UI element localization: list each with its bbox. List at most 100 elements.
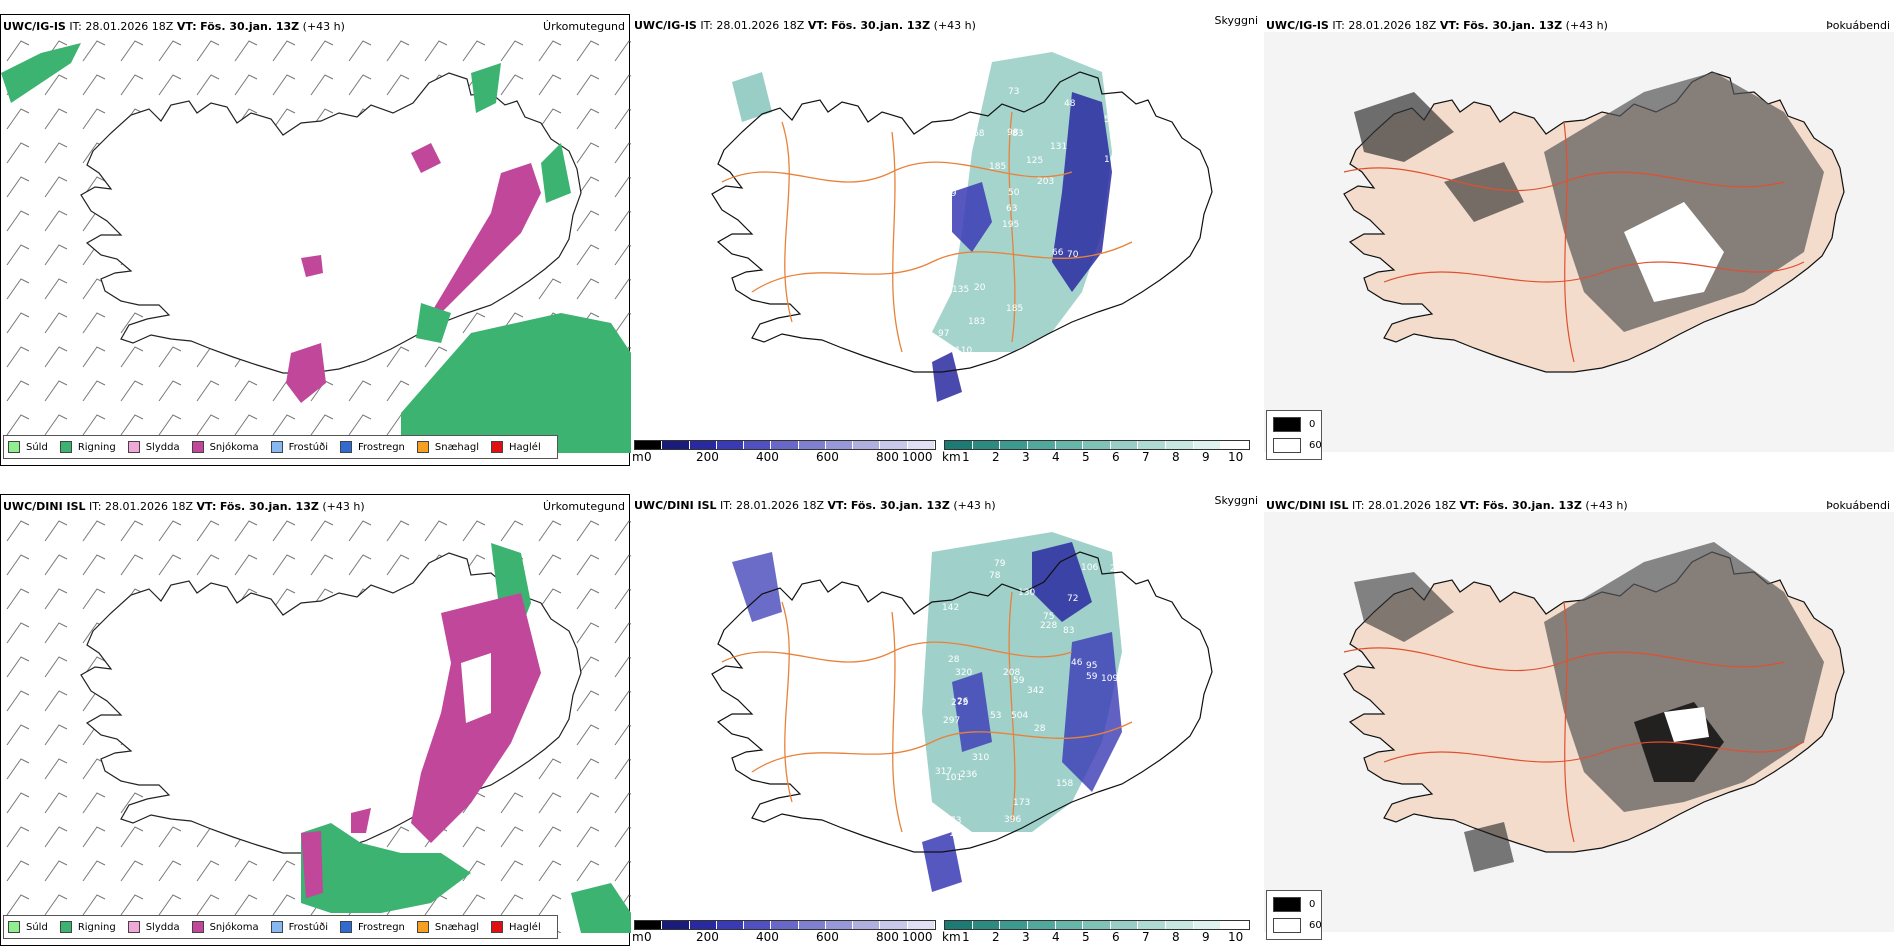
ceiling-label: 61 xyxy=(992,843,1003,853)
ceiling-label: 55 xyxy=(1104,115,1115,125)
ceiling-label: 228 xyxy=(1040,621,1057,631)
precip-type-map xyxy=(1,33,631,453)
precip-legend: Súld Rigning Slydda Snjókoma Frostúði Fr… xyxy=(3,915,558,939)
ceiling-label: 50 xyxy=(1008,188,1020,198)
legend-swatch xyxy=(270,441,283,453)
fog-panel-top: UWC/IG-IS IT: 28.01.2026 18Z VT: Fös. 30… xyxy=(1264,14,1894,466)
ceiling-label: 26 xyxy=(957,697,969,707)
legend-swatch xyxy=(59,441,72,453)
ceiling-label: 101 xyxy=(945,773,962,783)
ceiling-label: 195 xyxy=(1002,220,1019,230)
legend-item-frostregn: Frostregn xyxy=(340,441,405,453)
panel-title: Þokuábendi xyxy=(1826,19,1890,32)
panel-title: Skyggni xyxy=(1214,14,1258,27)
panel-title: Þokuábendi xyxy=(1826,499,1890,512)
ceiling-label: 317 xyxy=(935,767,952,777)
ceiling-labels-bottom: 7972645042826142832972283421497853721921… xyxy=(935,559,1137,853)
panel-header: UWC/DINI ISL IT: 28.01.2026 18Z VT: Fös.… xyxy=(3,500,365,513)
fog-map xyxy=(1264,32,1894,452)
ceiling-label: 53 xyxy=(990,711,1001,721)
legend-swatch xyxy=(491,921,504,933)
ceiling-label: 59 xyxy=(1013,676,1025,686)
fog-legend-item-0: 0 xyxy=(1273,897,1315,912)
legend-item-slydda: Slydda xyxy=(127,441,180,453)
ceiling-label: 396 xyxy=(1004,815,1021,825)
ceiling-label: 132 xyxy=(1088,800,1105,810)
ceiling-label: 106 xyxy=(1104,155,1121,165)
ceiling-label: 75 xyxy=(1043,612,1054,622)
ceiling-label: 83 xyxy=(1063,626,1074,636)
ceiling-label: 42 xyxy=(1101,342,1112,352)
legend-item-haglel: Haglél xyxy=(491,441,541,453)
legend-item-snaehagl: Snæhagl xyxy=(416,921,479,933)
ceiling-label: 68 xyxy=(973,129,985,139)
ceiling-label: 110 xyxy=(955,346,972,356)
legend-item-slydda: Slydda xyxy=(127,921,180,933)
ceiling-label: 55 xyxy=(948,125,959,135)
ceiling-label: 149 xyxy=(949,829,966,839)
legend-swatch xyxy=(8,921,20,933)
ceiling-label: 158 xyxy=(1056,779,1073,789)
ceiling-label: 83 xyxy=(1012,129,1023,139)
ceiling-label: 173 xyxy=(1013,798,1030,808)
ceiling-label: 105 xyxy=(1091,796,1108,806)
legend-swatch xyxy=(191,921,204,933)
ceiling-label: 504 xyxy=(1011,711,1028,721)
ceiling-label: 320 xyxy=(955,668,972,678)
legend-swatch xyxy=(416,441,429,453)
precip-legend: Súld Rigning Slydda Snjókoma Frostúði Fr… xyxy=(3,435,558,459)
ceiling-label: 106 xyxy=(1081,563,1098,573)
ceiling-colorbar xyxy=(634,440,936,450)
ceiling-colorbar xyxy=(634,920,936,930)
ceiling-label: 185 xyxy=(1006,304,1023,314)
fog-legend: 0 60 xyxy=(1266,890,1322,940)
legend-swatch xyxy=(340,441,352,453)
legend-swatch xyxy=(270,921,283,933)
visibility-map: 42 99 55 195 131 110 98 125 135 185 97 183 83 203 70 55… xyxy=(711,52,1213,402)
ceiling-label: 95 xyxy=(1086,661,1097,671)
ceiling-label: 203 xyxy=(1037,177,1054,187)
ceiling-label: 48 xyxy=(1064,99,1076,109)
panel-header: UWC/IG-IS IT: 28.01.2026 18Z VT: Fös. 30… xyxy=(3,20,345,33)
fog-legend-item-0: 0 xyxy=(1273,417,1315,432)
legend-item-frostregn: Frostregn xyxy=(340,921,405,933)
ceiling-label: 72 xyxy=(1067,594,1078,604)
ceiling-label: 23 xyxy=(1110,564,1121,574)
ceiling-label: 97 xyxy=(938,329,949,339)
ceiling-label: 342 xyxy=(1027,686,1044,696)
ceiling-label: 99 xyxy=(945,189,957,199)
panel-title: Úrkomutegund xyxy=(543,20,625,33)
ceiling-label: 98 xyxy=(1007,128,1019,138)
ceiling-label: 109 xyxy=(1101,674,1118,684)
ceiling-label: 183 xyxy=(968,317,985,327)
panel-header: UWC/IG-IS IT: 28.01.2026 18Z VT: Fös. 30… xyxy=(1266,19,1608,32)
panel-title: Skyggni xyxy=(1214,494,1258,507)
ceiling-label: 123 xyxy=(1120,765,1137,775)
legend-swatch xyxy=(416,921,429,933)
legend-item-sudl: Súld xyxy=(8,441,48,453)
ceiling-label: 208 xyxy=(1003,668,1020,678)
legend-item-haglel: Haglél xyxy=(491,921,541,933)
legend-swatch xyxy=(127,441,140,453)
legend-item-frostudi: Frostúði xyxy=(270,441,328,453)
visibility-panel-top: UWC/IG-IS IT: 28.01.2026 18Z VT: Fös. 30… xyxy=(632,14,1262,466)
ceiling-label: 131 xyxy=(1050,142,1067,152)
panel-header: UWC/DINI ISL IT: 28.01.2026 18Z VT: Fös.… xyxy=(634,499,996,512)
ceiling-label: 236 xyxy=(960,770,977,780)
panel-title: Úrkomutegund xyxy=(543,500,625,513)
ceiling-label: 125 xyxy=(1026,156,1043,166)
panel-header: UWC/IG-IS IT: 28.01.2026 18Z VT: Fös. 30… xyxy=(634,19,976,32)
fog-legend-item-60: 60 xyxy=(1273,438,1322,453)
ceiling-label: 28 xyxy=(948,655,960,665)
legend-swatch xyxy=(127,921,140,933)
ceiling-label: 70 xyxy=(1067,250,1079,260)
ceiling-label: 181 xyxy=(1119,673,1136,683)
legend-swatch xyxy=(8,441,20,453)
ceiling-label: 78 xyxy=(989,571,1001,581)
precip-type-panel-top: UWC/IG-IS IT: 28.01.2026 18Z VT: Fös. 30… xyxy=(0,14,631,466)
ceiling-label: 66 xyxy=(1052,248,1064,258)
legend-item-snaehagl: Snæhagl xyxy=(416,441,479,453)
fog-panel-bottom: UWC/DINI ISL IT: 28.01.2026 18Z VT: Fös.… xyxy=(1264,494,1894,946)
ceiling-label: 46 xyxy=(1071,658,1083,668)
ceiling-label: 73 xyxy=(1008,87,1019,97)
